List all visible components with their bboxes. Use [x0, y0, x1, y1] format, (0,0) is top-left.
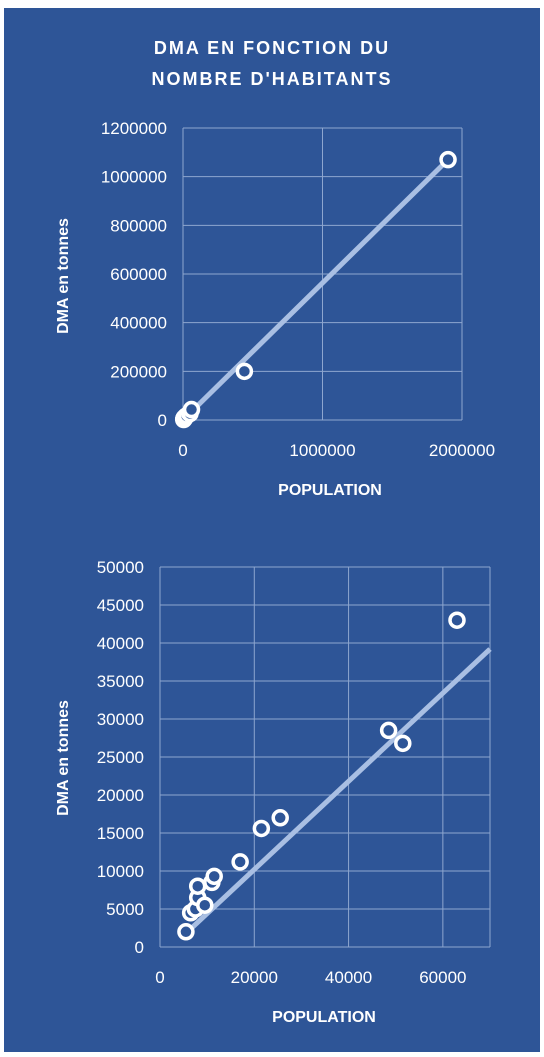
chart-title-line-1: DMA EN FONCTION DU	[154, 38, 390, 58]
x-tick-label: 20000	[231, 968, 278, 987]
data-points	[177, 611, 466, 941]
data-point	[271, 809, 289, 827]
y-tick-label: 10000	[97, 862, 144, 881]
gridlines	[182, 127, 463, 421]
trendline-line	[181, 157, 450, 422]
data-point	[394, 734, 412, 753]
y-tick-label: 5000	[106, 900, 144, 919]
y-tick-label: 40000	[97, 634, 144, 653]
y-tick-label: 50000	[97, 558, 144, 577]
y-tick-label: 30000	[97, 710, 144, 729]
x-tick-labels: 0 20000 40000 60000	[155, 968, 466, 987]
y-tick-label: 600000	[110, 265, 167, 284]
data-point	[182, 400, 201, 419]
x-axis-label: POPULATION	[272, 1009, 376, 1026]
population-chart-full: DMA EN FONCTION DU NOMBRE D'HABITANTS 0 2…	[55, 38, 495, 499]
data-point	[177, 923, 195, 941]
x-tick-label: 60000	[419, 968, 466, 987]
data-point	[379, 721, 398, 740]
x-tick-label: 40000	[325, 968, 372, 987]
chart-panel	[4, 8, 540, 1052]
data-point	[196, 896, 214, 914]
data-points	[174, 150, 457, 429]
x-tick-labels: 0 1000000 2000000	[178, 441, 495, 460]
data-point	[235, 362, 254, 381]
population-chart-zoomed: 0 5000 10000 15000 20000 25000 30000 35000 40000…	[55, 558, 492, 1026]
y-tick-label: 200000	[110, 362, 167, 381]
y-tick-label: 20000	[97, 786, 144, 805]
trendline	[181, 647, 492, 938]
data-point	[231, 853, 249, 871]
y-tick-labels: 0 200000 400000 600000 800000 1000000 1200000	[101, 119, 167, 430]
y-tick-label: 1000000	[101, 168, 167, 187]
y-tick-label: 15000	[97, 824, 144, 843]
y-tick-label: 35000	[97, 672, 144, 691]
x-tick-label: 1000000	[289, 441, 355, 460]
data-point	[439, 150, 457, 169]
data-point	[205, 867, 223, 886]
y-tick-label: 45000	[97, 596, 144, 615]
data-point	[188, 877, 207, 895]
x-axis-label: POPULATION	[278, 482, 382, 499]
trendline-line	[181, 647, 492, 938]
y-tick-label: 800000	[110, 216, 167, 235]
data-point	[448, 611, 466, 629]
y-axis-label: DMA en tonnes	[55, 218, 72, 334]
chart-title-line-2: NOMBRE D'HABITANTS	[152, 69, 393, 89]
y-tick-label: 0	[135, 938, 144, 957]
x-tick-label: 2000000	[429, 441, 495, 460]
x-tick-label: 0	[178, 441, 187, 460]
y-tick-label: 400000	[110, 314, 167, 333]
x-tick-label: 0	[155, 968, 164, 987]
data-point	[252, 819, 271, 838]
y-tick-label: 0	[158, 411, 167, 430]
y-tick-label: 25000	[97, 748, 144, 767]
y-tick-labels: 0 5000 10000 15000 20000 25000 30000 35000 40000…	[97, 558, 144, 957]
y-tick-label: 1200000	[101, 119, 167, 138]
trendline	[181, 157, 450, 422]
y-axis-label: DMA en tonnes	[55, 700, 72, 816]
gridlines	[159, 566, 491, 948]
